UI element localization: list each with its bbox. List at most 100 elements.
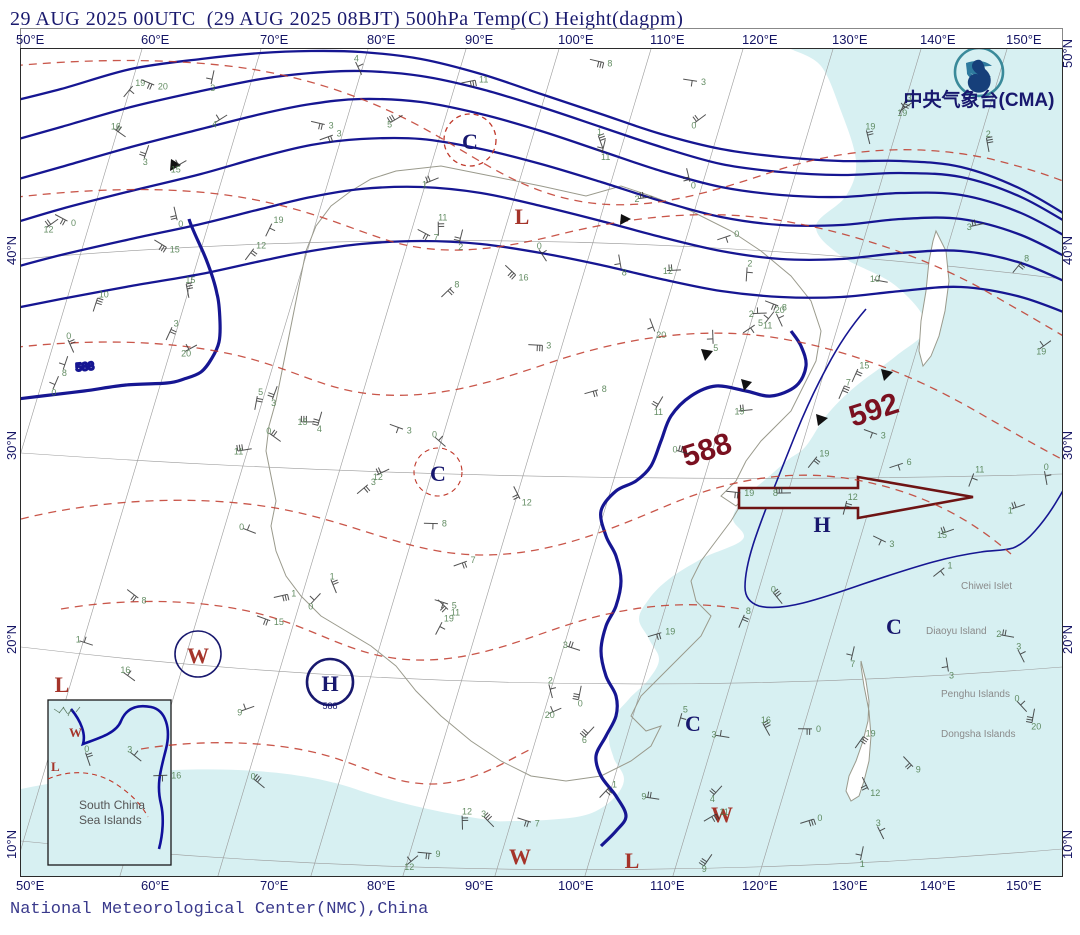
svg-text:15: 15 <box>298 417 308 427</box>
svg-text:2: 2 <box>635 194 640 204</box>
svg-text:12: 12 <box>663 266 673 276</box>
svg-text:3: 3 <box>712 730 717 740</box>
svg-text:3: 3 <box>967 222 972 232</box>
svg-text:4: 4 <box>212 120 217 130</box>
svg-text:H: H <box>813 512 830 537</box>
svg-text:5: 5 <box>258 387 263 397</box>
svg-text:0: 0 <box>691 120 696 130</box>
svg-text:1: 1 <box>422 180 427 190</box>
svg-text:9: 9 <box>641 792 646 802</box>
svg-text:4: 4 <box>710 794 715 804</box>
svg-text:0: 0 <box>691 181 696 191</box>
svg-text:0: 0 <box>817 813 822 823</box>
svg-text:0: 0 <box>816 724 821 734</box>
svg-text:0: 0 <box>673 444 678 454</box>
svg-text:15: 15 <box>274 617 284 627</box>
svg-text:1: 1 <box>948 560 953 570</box>
svg-text:0: 0 <box>432 430 437 440</box>
svg-text:10: 10 <box>99 289 109 299</box>
svg-text:C: C <box>430 461 446 486</box>
svg-text:3: 3 <box>210 83 215 93</box>
svg-text:19: 19 <box>135 78 145 88</box>
svg-text:11: 11 <box>654 407 663 417</box>
svg-text:11: 11 <box>719 807 728 817</box>
svg-text:12: 12 <box>848 492 858 502</box>
svg-text:16: 16 <box>519 273 529 283</box>
svg-text:W: W <box>509 844 531 869</box>
svg-text:19: 19 <box>866 728 876 738</box>
svg-text:15: 15 <box>859 361 869 371</box>
svg-text:3: 3 <box>337 129 342 139</box>
svg-text:2: 2 <box>458 242 463 252</box>
svg-text:W: W <box>187 643 209 668</box>
svg-text:12: 12 <box>522 498 532 508</box>
svg-text:1: 1 <box>76 635 81 645</box>
svg-text:8: 8 <box>442 519 447 529</box>
svg-text:2: 2 <box>996 629 1001 639</box>
svg-text:1: 1 <box>597 127 602 137</box>
svg-text:19: 19 <box>444 614 454 624</box>
svg-text:3: 3 <box>949 670 954 680</box>
svg-text:1: 1 <box>330 571 335 581</box>
svg-text:8: 8 <box>142 596 147 606</box>
svg-text:12: 12 <box>870 788 880 798</box>
svg-text:0: 0 <box>308 602 313 612</box>
svg-text:8: 8 <box>1024 254 1029 264</box>
svg-text:8: 8 <box>746 606 751 616</box>
svg-text:11: 11 <box>234 447 243 457</box>
svg-text:Penghu Islands: Penghu Islands <box>941 689 1010 700</box>
svg-text:L: L <box>515 204 530 229</box>
svg-text:1: 1 <box>291 589 296 599</box>
svg-text:8: 8 <box>773 488 778 498</box>
svg-text:588: 588 <box>678 427 736 474</box>
svg-text:L: L <box>625 848 640 873</box>
svg-text:3: 3 <box>407 426 412 436</box>
svg-text:15: 15 <box>171 164 181 174</box>
svg-text:H: H <box>321 671 338 696</box>
svg-text:C: C <box>886 614 902 639</box>
svg-text:3: 3 <box>371 477 376 487</box>
svg-text:11: 11 <box>438 213 447 223</box>
svg-text:9: 9 <box>916 765 921 775</box>
svg-text:4: 4 <box>317 424 322 434</box>
svg-text:20: 20 <box>1031 721 1041 731</box>
svg-text:20: 20 <box>545 710 555 720</box>
svg-text:4: 4 <box>354 53 359 63</box>
svg-text:15: 15 <box>185 275 195 285</box>
svg-text:0: 0 <box>734 229 739 239</box>
svg-text:10: 10 <box>870 274 880 284</box>
svg-text:5: 5 <box>452 600 457 610</box>
svg-text:11: 11 <box>763 321 772 331</box>
svg-text:20: 20 <box>181 349 191 359</box>
svg-text:3: 3 <box>329 120 334 130</box>
svg-text:0: 0 <box>84 744 89 754</box>
svg-text:8: 8 <box>62 368 67 378</box>
svg-text:0: 0 <box>251 771 256 781</box>
svg-text:19: 19 <box>819 449 829 459</box>
svg-text:0: 0 <box>578 699 583 709</box>
svg-text:0: 0 <box>1044 462 1049 472</box>
svg-text:South China: South China <box>79 798 145 812</box>
svg-text:3: 3 <box>127 745 132 755</box>
svg-text:Dongsha Islands: Dongsha Islands <box>941 729 1016 740</box>
svg-text:8: 8 <box>622 267 627 277</box>
svg-text:3: 3 <box>1016 641 1021 651</box>
svg-text:11: 11 <box>601 152 610 162</box>
svg-text:3: 3 <box>563 640 568 650</box>
svg-text:8: 8 <box>607 59 612 69</box>
svg-text:20: 20 <box>656 330 666 340</box>
svg-text:11: 11 <box>975 465 984 475</box>
svg-text:3: 3 <box>546 341 551 351</box>
svg-text:6: 6 <box>907 457 912 467</box>
svg-text:3: 3 <box>876 818 881 828</box>
svg-text:19: 19 <box>744 488 754 498</box>
svg-text:19: 19 <box>274 215 284 225</box>
svg-text:0: 0 <box>178 219 183 229</box>
svg-text:3: 3 <box>174 319 179 329</box>
svg-text:L: L <box>55 672 70 697</box>
svg-text:7: 7 <box>434 233 439 243</box>
svg-text:3: 3 <box>881 431 886 441</box>
svg-text:8: 8 <box>454 280 459 290</box>
svg-text:0: 0 <box>239 522 244 532</box>
svg-text:0: 0 <box>537 241 542 251</box>
